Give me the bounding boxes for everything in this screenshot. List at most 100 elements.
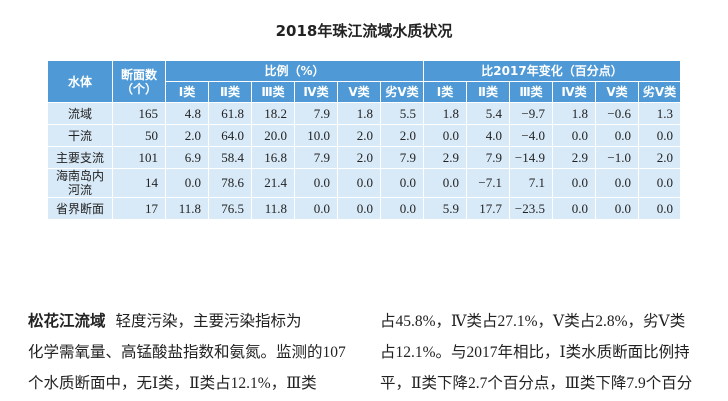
- class-header: 劣Ⅴ类: [638, 81, 681, 103]
- table-title: 2018年珠江流域水质状况: [275, 22, 453, 40]
- cell: 10.0: [294, 124, 338, 147]
- water-quality-table: 水体 断面数（个） 比例（%） 比2017年变化（百分点） Ⅰ类 Ⅱ类 Ⅲ类 Ⅳ类 Ⅴ类 劣Ⅴ类 Ⅰ…: [47, 60, 681, 220]
- data-row: 海南岛内河流 14 0.0 78.6 21.4 0.0 0.0 0.0 0.0 −7.1 7.1 0.…: [47, 168, 681, 198]
- cell: 165: [112, 102, 166, 125]
- class-header: Ⅰ类: [165, 81, 209, 103]
- subheader-row: Ⅰ类 Ⅱ类 Ⅲ类 Ⅳ类 Ⅴ类 劣Ⅴ类 Ⅰ类 Ⅱ类 Ⅲ类 Ⅳ类 Ⅴ类 劣Ⅴ类: [48, 81, 681, 103]
- cell: 4.8: [165, 102, 209, 125]
- cell: 0.0: [638, 168, 681, 198]
- cell: −1.0: [595, 146, 639, 169]
- cell: −0.6: [595, 102, 639, 125]
- cell: −4.0: [509, 124, 553, 147]
- cell: 0.0: [294, 168, 338, 198]
- data-row: 主要支流 101 6.9 58.4 16.8 7.9 2.0 7.9 2.9 7.9 −14.9 2.…: [47, 146, 681, 169]
- cell: 0.0: [552, 197, 596, 220]
- cell: 2.0: [337, 146, 381, 169]
- cell: 1.8: [337, 102, 381, 125]
- cell: 0.0: [423, 124, 467, 147]
- line-text: 化学需氧量、高锰酸盐指数和氨氮。监测的107: [28, 344, 346, 361]
- cell: −9.7: [509, 102, 553, 125]
- cell: −14.9: [509, 146, 553, 169]
- cell: 76.5: [208, 197, 252, 220]
- class-header: Ⅴ类: [595, 81, 639, 103]
- cell: 4.0: [466, 124, 510, 147]
- text-line: 占12.1%。与2017年相比，Ⅰ类水质断面比例持: [380, 344, 690, 361]
- cell: 0.0: [552, 168, 596, 198]
- cell: 78.6: [208, 168, 252, 198]
- row-label: 主要支流: [47, 146, 113, 169]
- cell: 0.0: [552, 124, 596, 147]
- cell: 50: [112, 124, 166, 147]
- cell: 0.0: [423, 168, 467, 198]
- cell: 0.0: [380, 197, 424, 220]
- text-line: 占45.8%，Ⅳ类占27.1%，Ⅴ类占2.8%，劣Ⅴ类: [380, 313, 686, 330]
- table-body: 流域 165 4.8 61.8 18.2 7.9 1.8 5.5 1.8 5.4 −9.7 1.8 −0…: [47, 102, 681, 220]
- cell: 16.8: [251, 146, 295, 169]
- text-column-left: 松花江流域 轻度污染，主要污染指标为化学需氧量、高锰酸盐指数和氨氮。监测的107 个…: [28, 306, 373, 399]
- table-head: 水体 断面数（个） 比例（%） 比2017年变化（百分点） Ⅰ类 Ⅱ类 Ⅲ类 Ⅳ类 Ⅴ类 劣Ⅴ类 Ⅰ…: [47, 60, 681, 103]
- row-label: 海南岛内河流: [47, 168, 113, 198]
- cell: 21.4: [251, 168, 295, 198]
- cell: 7.9: [466, 146, 510, 169]
- class-header: Ⅳ类: [552, 81, 596, 103]
- cell: 5.4: [466, 102, 510, 125]
- cell: −23.5: [509, 197, 553, 220]
- cell: 2.9: [423, 146, 467, 169]
- cell: 20.0: [251, 124, 295, 147]
- row-label: 干流: [47, 124, 113, 147]
- header-row: 水体 断面数（个） 比例（%） 比2017年变化（百分点）: [47, 60, 681, 103]
- cell: 2.0: [380, 124, 424, 147]
- text-line: 松花江流域 轻度污染，主要污染指标为: [28, 306, 373, 337]
- class-header: Ⅱ类: [466, 81, 510, 103]
- cell: 1.8: [423, 102, 467, 125]
- cell: 58.4: [208, 146, 252, 169]
- cell: 11.8: [165, 197, 209, 220]
- line-text: 个水质断面中，无Ⅰ类，Ⅱ类占12.1%，Ⅲ类: [28, 375, 317, 392]
- cell: 64.0: [208, 124, 252, 147]
- cell: 5.9: [423, 197, 467, 220]
- cell: 2.0: [638, 146, 681, 169]
- cell: 17.7: [466, 197, 510, 220]
- column-header: 断面数（个）: [112, 60, 166, 103]
- section-lead: 松花江流域: [28, 312, 106, 330]
- data-row: 流域 165 4.8 61.8 18.2 7.9 1.8 5.5 1.8 5.4 −9.7 1.8 −0…: [47, 102, 681, 125]
- cell: 0.0: [294, 197, 338, 220]
- cell: 18.2: [251, 102, 295, 125]
- cell: 7.9: [294, 102, 338, 125]
- cell: 0.0: [337, 197, 381, 220]
- cell: 0.0: [165, 168, 209, 198]
- class-header: Ⅲ类: [251, 81, 295, 103]
- text-line: 化学需氧量、高锰酸盐指数和氨氮。监测的107: [28, 337, 373, 368]
- cell: 0.0: [638, 197, 681, 220]
- cell: 17: [112, 197, 166, 220]
- cell: 7.9: [380, 146, 424, 169]
- cell: 6.9: [165, 146, 209, 169]
- cell: 2.9: [552, 146, 596, 169]
- data-row: 干流 50 2.0 64.0 20.0 10.0 2.0 2.0 0.0 4.0 −4.0 0.0 0.…: [47, 124, 681, 147]
- cell: 101: [112, 146, 166, 169]
- class-header: Ⅳ类: [294, 81, 338, 103]
- cell: 0.0: [638, 124, 681, 147]
- cell: 0.0: [337, 168, 381, 198]
- cell: 61.8: [208, 102, 252, 125]
- cell: 14: [112, 168, 166, 198]
- cell: 0.0: [595, 168, 639, 198]
- cell: −7.1: [466, 168, 510, 198]
- column-header: 水体: [47, 60, 113, 103]
- text-line: 个水质断面中，无Ⅰ类，Ⅱ类占12.1%，Ⅲ类: [28, 368, 373, 399]
- column-header: 比例（%）: [165, 60, 424, 82]
- cell: 7.1: [509, 168, 553, 198]
- class-header: Ⅰ类: [423, 81, 467, 103]
- cell: 11.8: [251, 197, 295, 220]
- cell: 1.8: [552, 102, 596, 125]
- row-label: 省界断面: [47, 197, 113, 220]
- text-column-right: 占45.8%，Ⅳ类占27.1%，Ⅴ类占2.8%，劣Ⅴ类 占12.1%。与2017年…: [380, 306, 728, 399]
- cell: 0.0: [595, 197, 639, 220]
- text-line: 平，Ⅱ类下降2.7个百分点，Ⅲ类下降7.9个百分: [380, 375, 693, 392]
- cell: 2.0: [337, 124, 381, 147]
- class-header: Ⅴ类: [337, 81, 381, 103]
- column-header: 比2017年变化（百分点）: [423, 60, 681, 82]
- class-header: Ⅲ类: [509, 81, 553, 103]
- cell: 5.5: [380, 102, 424, 125]
